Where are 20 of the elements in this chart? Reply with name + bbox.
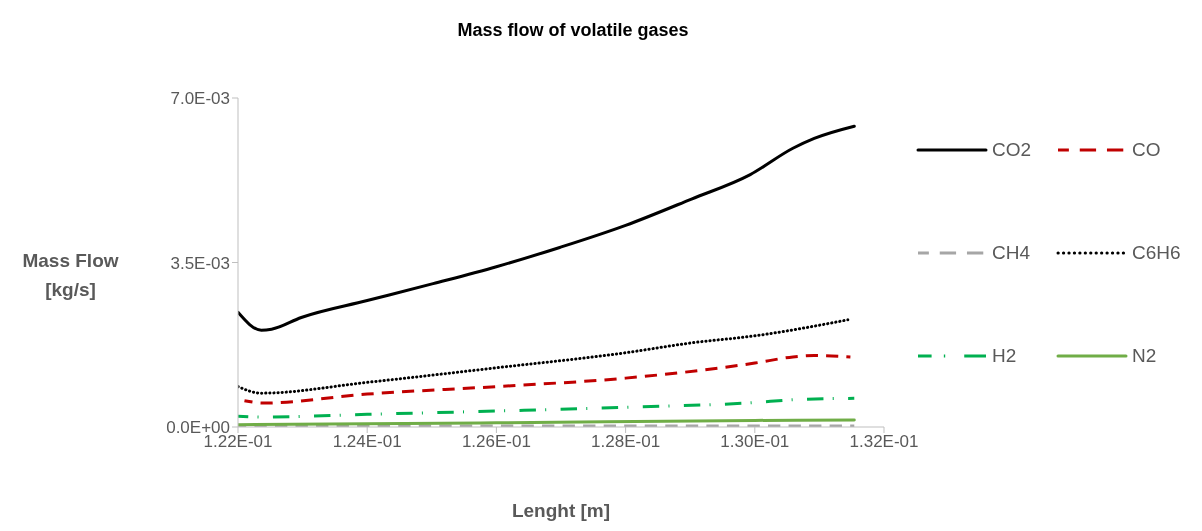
y-axis-title: Mass Flow [kg/s] bbox=[21, 249, 120, 302]
legend-label: N2 bbox=[1132, 345, 1157, 367]
x-tick-label: 1.32E-01 bbox=[849, 432, 919, 452]
line-series bbox=[238, 124, 856, 332]
legend-label: H2 bbox=[992, 345, 1017, 367]
line-series bbox=[242, 354, 852, 405]
legend-label: CO2 bbox=[992, 139, 1032, 161]
x-tick-label: 1.28E-01 bbox=[591, 432, 661, 452]
y-tick-label: 7.0E-03 bbox=[170, 89, 230, 109]
legend-label: CH4 bbox=[992, 242, 1031, 264]
x-tick-label: 1.24E-01 bbox=[332, 432, 402, 452]
legend-label: C6H6 bbox=[1132, 242, 1181, 264]
legend-label: CO bbox=[1132, 139, 1161, 161]
line-series bbox=[238, 396, 856, 419]
x-tick-label: 1.30E-01 bbox=[720, 432, 790, 452]
y-tick-label: 3.5E-03 bbox=[170, 253, 230, 273]
x-axis-title: Lenght [m] bbox=[510, 500, 612, 522]
chart-title: Mass flow of volatile gases bbox=[456, 20, 690, 41]
line-series bbox=[238, 318, 850, 395]
x-tick-label: 1.26E-01 bbox=[461, 432, 531, 452]
